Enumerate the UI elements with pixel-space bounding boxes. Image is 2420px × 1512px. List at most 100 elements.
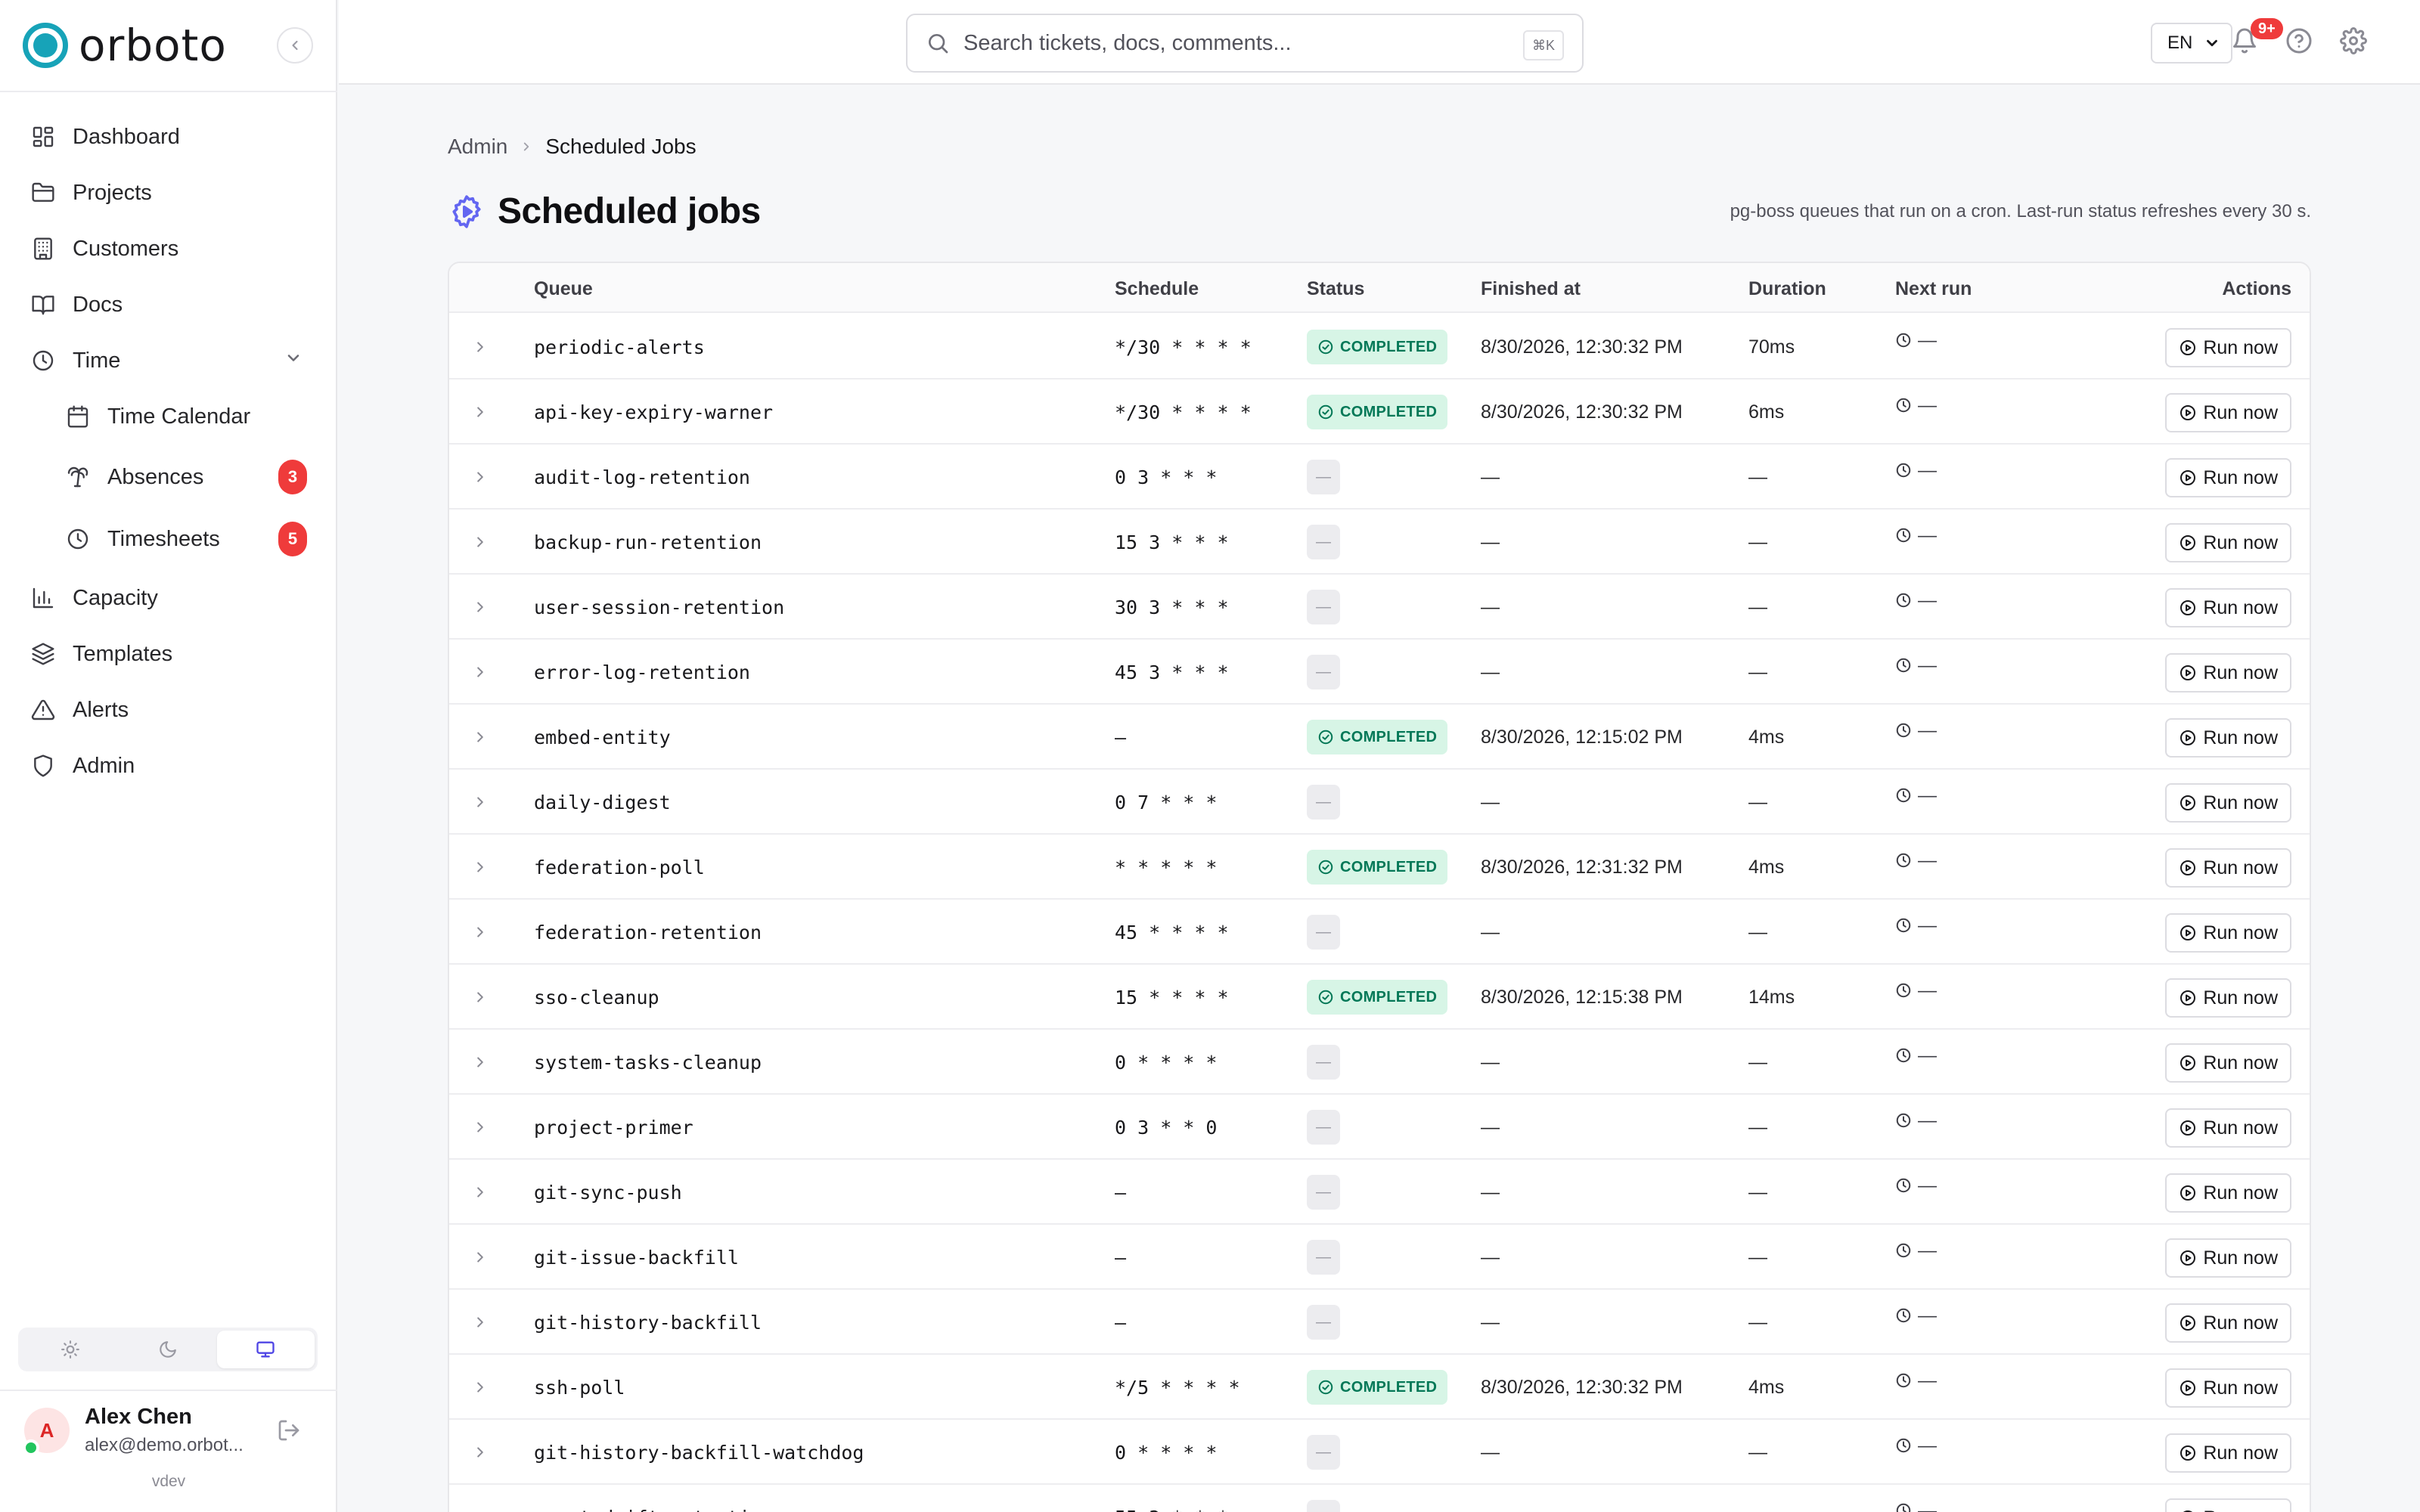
run-now-button[interactable]: Run now: [2165, 328, 2291, 367]
expand-row-button[interactable]: [472, 1290, 489, 1355]
sidebar-item-capacity[interactable]: Capacity: [18, 575, 319, 621]
run-now-button[interactable]: Run now: [2165, 458, 2291, 497]
expand-row-button[interactable]: [472, 510, 489, 575]
expand-row-button[interactable]: [472, 1095, 489, 1160]
sidebar-item-time-calendar[interactable]: Time Calendar: [53, 393, 319, 440]
column-header-finished-at[interactable]: Finished at: [1481, 278, 1581, 299]
table-row[interactable]: federation-poll * * * * * COMPLETED 8/30/20…: [449, 835, 2310, 900]
column-header-status[interactable]: Status: [1307, 278, 1365, 299]
sidebar-item-alerts[interactable]: Alerts: [18, 686, 319, 733]
table-row[interactable]: git-sync-push — — — — — Run now: [449, 1160, 2310, 1225]
expand-row-button[interactable]: [472, 445, 489, 510]
sidebar-item-customers[interactable]: Customers: [18, 225, 319, 272]
expand-row-button[interactable]: [472, 314, 489, 380]
cron-schedule: 45 3 * * *: [1115, 661, 1229, 683]
play-circle-icon: [2180, 795, 2196, 810]
help-button[interactable]: [2285, 27, 2313, 58]
sidebar-item-templates[interactable]: Templates: [18, 631, 319, 677]
chevron-right-icon: [477, 927, 483, 937]
expand-row-button[interactable]: [472, 1355, 489, 1420]
run-now-label: Run now: [2203, 466, 2278, 488]
table-row[interactable]: system-tasks-cleanup 0 * * * * — — — — Run now: [449, 1030, 2310, 1095]
sidebar-item-dashboard[interactable]: Dashboard: [18, 113, 319, 160]
run-now-button[interactable]: Run now: [2165, 978, 2291, 1018]
run-now-button[interactable]: Run now: [2165, 523, 2291, 562]
theme-dark-button[interactable]: [119, 1331, 216, 1368]
run-now-button[interactable]: Run now: [2165, 653, 2291, 692]
status-cell: —: [1307, 1160, 1340, 1225]
table-row[interactable]: api-key-expiry-warner */30 * * * * COMPLET…: [449, 380, 2310, 445]
run-now-button[interactable]: Run now: [2165, 783, 2291, 823]
table-row[interactable]: federation-retention 45 * * * * — — — — Run no…: [449, 900, 2310, 965]
collapse-sidebar-button[interactable]: [277, 27, 313, 64]
expand-row-button[interactable]: [472, 1485, 489, 1512]
expand-row-button[interactable]: [472, 575, 489, 640]
check-circle-icon: [1318, 404, 1333, 420]
logout-button[interactable]: [277, 1418, 301, 1446]
clock-icon: [1896, 1373, 1911, 1388]
run-now-button[interactable]: Run now: [2165, 393, 2291, 432]
run-now-button[interactable]: Run now: [2165, 1368, 2291, 1408]
expand-row-button[interactable]: [472, 640, 489, 705]
expand-row-button[interactable]: [472, 1420, 489, 1485]
expand-row-button[interactable]: [472, 380, 489, 445]
table-row[interactable]: daily-digest 0 7 * * * — — — — Run now: [449, 770, 2310, 835]
run-now-button[interactable]: Run now: [2165, 1433, 2291, 1473]
run-now-button[interactable]: Run now: [2165, 1043, 2291, 1083]
sidebar-item-docs[interactable]: Docs: [18, 281, 319, 328]
run-now-button[interactable]: Run now: [2165, 1108, 2291, 1148]
expand-row-button[interactable]: [472, 835, 489, 900]
breadcrumb-admin-link[interactable]: Admin: [448, 135, 508, 158]
sidebar-item-time[interactable]: Time: [18, 337, 319, 384]
table-row[interactable]: periodic-alerts */30 * * * * COMPLETED 8/30…: [449, 314, 2310, 380]
sidebar-item-projects[interactable]: Projects: [18, 169, 319, 216]
language-select[interactable]: EN: [2151, 23, 2232, 64]
run-now-button[interactable]: Run now: [2165, 588, 2291, 627]
table-row[interactable]: agent-drift-retention 55 3 * * * — — — — Run n…: [449, 1485, 2310, 1512]
chevron-right-icon: [477, 407, 483, 417]
table-row[interactable]: user-session-retention 30 3 * * * — — — — Run …: [449, 575, 2310, 640]
global-search[interactable]: ⌘K: [906, 14, 1584, 73]
settings-button[interactable]: [2340, 27, 2367, 58]
expand-row-button[interactable]: [472, 965, 489, 1030]
column-header-next-run[interactable]: Next run: [1895, 278, 1972, 299]
expand-row-button[interactable]: [472, 1030, 489, 1095]
run-now-button[interactable]: Run now: [2165, 913, 2291, 953]
table-row[interactable]: backup-run-retention 15 3 * * * — — — — Run no…: [449, 510, 2310, 575]
theme-system-button[interactable]: [216, 1331, 315, 1368]
table-row[interactable]: audit-log-retention 0 3 * * * — — — — Run now: [449, 445, 2310, 510]
table-row[interactable]: git-history-backfill-watchdog 0 * * * * — —…: [449, 1420, 2310, 1485]
sidebar-item-absences[interactable]: Absences 3: [53, 454, 319, 500]
sidebar-item-admin[interactable]: Admin: [18, 742, 319, 789]
table-row[interactable]: git-history-backfill — — — — — Run now: [449, 1290, 2310, 1355]
brand[interactable]: orboto: [23, 20, 227, 71]
notifications-button[interactable]: [2231, 27, 2258, 58]
finished-at: —: [1481, 1116, 1500, 1138]
column-header-schedule[interactable]: Schedule: [1115, 278, 1199, 299]
column-header-duration[interactable]: Duration: [1748, 278, 1826, 299]
run-now-button[interactable]: Run now: [2165, 1238, 2291, 1278]
run-now-button[interactable]: Run now: [2165, 1173, 2291, 1213]
run-now-label: Run now: [2203, 1052, 2278, 1074]
expand-row-button[interactable]: [472, 900, 489, 965]
theme-light-button[interactable]: [21, 1331, 119, 1368]
expand-row-button[interactable]: [472, 705, 489, 770]
breadcrumb: Admin Scheduled Jobs: [448, 135, 697, 159]
run-now-button[interactable]: Run now: [2165, 848, 2291, 888]
column-header-queue[interactable]: Queue: [534, 278, 593, 299]
table-row[interactable]: git-issue-backfill — — — — — Run now: [449, 1225, 2310, 1290]
table-row[interactable]: ssh-poll */5 * * * * COMPLETED 8/30/2026, 1…: [449, 1355, 2310, 1420]
finished-at: —: [1481, 921, 1500, 943]
run-now-button[interactable]: Run now: [2165, 1498, 2291, 1512]
search-input[interactable]: [963, 30, 1493, 56]
table-row[interactable]: sso-cleanup 15 * * * * COMPLETED 8/30/2026,…: [449, 965, 2310, 1030]
expand-row-button[interactable]: [472, 770, 489, 835]
table-row[interactable]: project-primer 0 3 * * 0 — — — — Run now: [449, 1095, 2310, 1160]
table-row[interactable]: error-log-retention 45 3 * * * — — — — Run now: [449, 640, 2310, 705]
expand-row-button[interactable]: [472, 1160, 489, 1225]
expand-row-button[interactable]: [472, 1225, 489, 1290]
sidebar-item-timesheets[interactable]: Timesheets 5: [53, 516, 319, 562]
run-now-button[interactable]: Run now: [2165, 1303, 2291, 1343]
run-now-button[interactable]: Run now: [2165, 718, 2291, 758]
table-row[interactable]: embed-entity — COMPLETED 8/30/2026, 12:15:0…: [449, 705, 2310, 770]
